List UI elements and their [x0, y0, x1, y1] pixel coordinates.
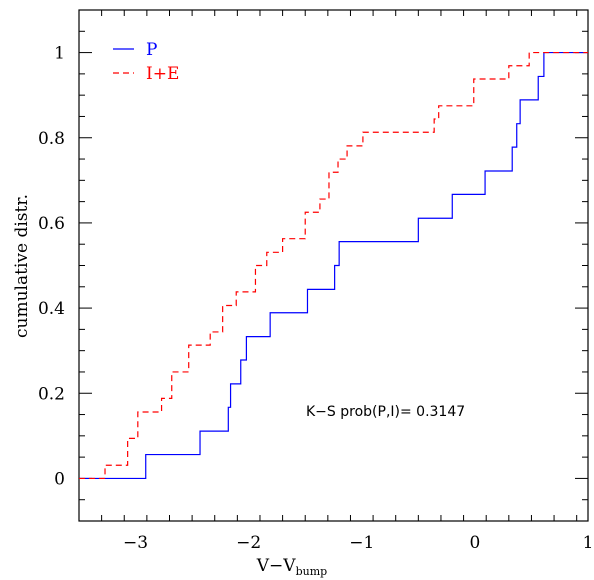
x-tick-labels: −3 −2 −1 0 1: [123, 533, 593, 553]
y-axis-title: cumulative distr.: [12, 194, 32, 338]
ks-annotation: K−S prob(P,I)= 0.3147: [306, 404, 465, 420]
legend: P I+E: [113, 40, 179, 84]
series-line-p: [79, 51, 588, 480]
y-tick-labels: 0 0.2 0.4 0.6 0.8 1: [38, 44, 65, 490]
y-tick-label: 1: [54, 44, 65, 64]
y-tick-label: 0.2: [38, 384, 65, 404]
legend-label-ie: I+E: [146, 64, 179, 84]
x-tick-label: −2: [236, 533, 261, 553]
legend-label-p: P: [146, 40, 157, 60]
series-line-ie: [79, 51, 588, 480]
x-tick-label: 0: [469, 533, 480, 553]
y-tick-label: 0.4: [38, 299, 65, 319]
x-tick-label: −3: [123, 533, 148, 553]
y-tick-label: 0: [54, 469, 65, 489]
y-tick-label: 0.6: [38, 214, 65, 234]
axis-ticks: [78, 9, 588, 522]
plot-frame: [78, 9, 589, 522]
y-tick-label: 0.8: [38, 129, 65, 149]
x-axis-title: V−Vbump: [256, 556, 327, 578]
x-tick-label: −1: [349, 533, 374, 553]
series-layer: [79, 51, 588, 480]
x-tick-label: 1: [583, 533, 594, 553]
